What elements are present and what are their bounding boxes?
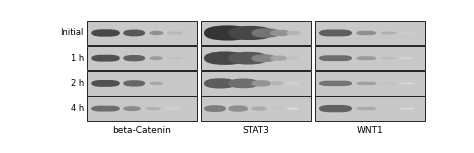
FancyBboxPatch shape — [228, 26, 273, 40]
FancyBboxPatch shape — [167, 32, 182, 34]
FancyBboxPatch shape — [167, 82, 182, 84]
Bar — [87, 71, 197, 96]
FancyBboxPatch shape — [287, 108, 299, 110]
Bar — [315, 96, 425, 121]
FancyBboxPatch shape — [91, 55, 120, 62]
Bar — [201, 46, 311, 70]
Text: 1 h: 1 h — [71, 54, 84, 63]
FancyBboxPatch shape — [381, 108, 396, 110]
FancyBboxPatch shape — [251, 28, 281, 38]
Bar — [87, 46, 197, 70]
FancyBboxPatch shape — [204, 105, 226, 112]
FancyBboxPatch shape — [251, 106, 267, 111]
Text: 4 h: 4 h — [71, 104, 84, 113]
Bar — [201, 71, 311, 96]
FancyBboxPatch shape — [145, 107, 161, 110]
FancyBboxPatch shape — [204, 25, 251, 41]
FancyBboxPatch shape — [319, 105, 352, 112]
FancyBboxPatch shape — [356, 56, 376, 60]
Text: beta-Catenin: beta-Catenin — [112, 126, 171, 135]
Bar — [315, 46, 425, 70]
FancyBboxPatch shape — [401, 108, 414, 109]
FancyBboxPatch shape — [91, 80, 120, 87]
Text: Initial: Initial — [61, 28, 84, 37]
FancyBboxPatch shape — [287, 31, 301, 35]
FancyBboxPatch shape — [251, 54, 276, 62]
FancyBboxPatch shape — [204, 51, 246, 65]
FancyBboxPatch shape — [228, 52, 268, 65]
Bar — [201, 96, 311, 121]
Bar — [315, 21, 425, 45]
FancyBboxPatch shape — [91, 106, 120, 112]
FancyBboxPatch shape — [150, 82, 163, 85]
FancyBboxPatch shape — [401, 83, 414, 84]
FancyBboxPatch shape — [228, 105, 248, 112]
FancyBboxPatch shape — [123, 106, 141, 111]
FancyBboxPatch shape — [381, 82, 396, 84]
FancyBboxPatch shape — [319, 81, 352, 86]
FancyBboxPatch shape — [319, 55, 352, 61]
FancyBboxPatch shape — [251, 80, 271, 87]
FancyBboxPatch shape — [401, 57, 414, 59]
FancyBboxPatch shape — [270, 56, 287, 61]
FancyBboxPatch shape — [270, 107, 283, 110]
FancyBboxPatch shape — [150, 31, 164, 35]
FancyBboxPatch shape — [167, 57, 182, 59]
FancyBboxPatch shape — [401, 32, 414, 34]
Text: WNT1: WNT1 — [356, 126, 383, 135]
Text: STAT3: STAT3 — [242, 126, 269, 135]
FancyBboxPatch shape — [123, 30, 145, 36]
FancyBboxPatch shape — [319, 30, 352, 36]
FancyBboxPatch shape — [150, 56, 163, 60]
Bar — [87, 21, 197, 45]
FancyBboxPatch shape — [356, 82, 376, 85]
FancyBboxPatch shape — [270, 81, 283, 86]
Text: 2 h: 2 h — [71, 79, 84, 88]
FancyBboxPatch shape — [228, 78, 259, 88]
Bar — [315, 71, 425, 96]
FancyBboxPatch shape — [356, 31, 376, 35]
FancyBboxPatch shape — [287, 56, 299, 60]
FancyBboxPatch shape — [381, 32, 396, 34]
FancyBboxPatch shape — [91, 29, 120, 37]
Bar — [201, 21, 311, 45]
FancyBboxPatch shape — [123, 55, 145, 61]
FancyBboxPatch shape — [287, 82, 299, 85]
FancyBboxPatch shape — [381, 57, 396, 59]
FancyBboxPatch shape — [356, 107, 376, 110]
Bar — [87, 96, 197, 121]
FancyBboxPatch shape — [165, 108, 181, 110]
FancyBboxPatch shape — [270, 30, 290, 36]
FancyBboxPatch shape — [204, 78, 236, 89]
FancyBboxPatch shape — [123, 80, 145, 87]
